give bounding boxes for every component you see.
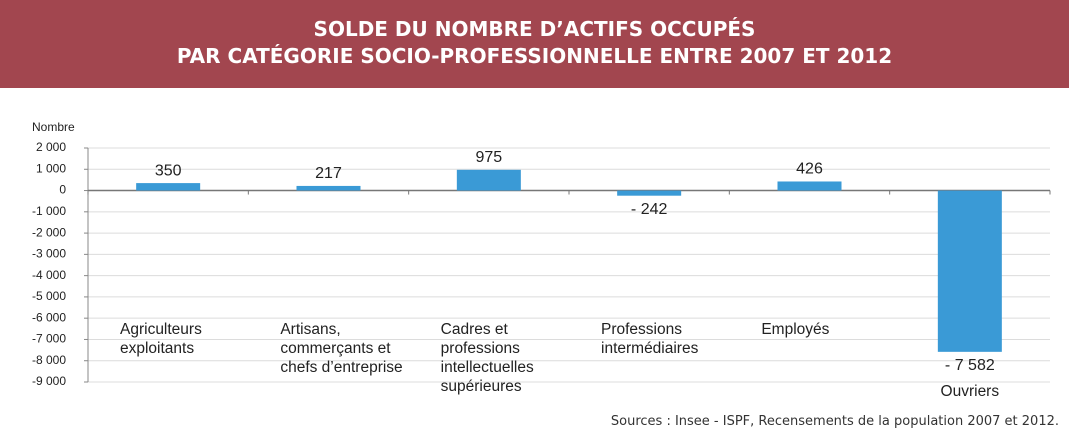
- value-label: - 7 582: [945, 357, 995, 374]
- value-label: 426: [796, 161, 823, 178]
- value-label: 350: [155, 162, 182, 179]
- x-tick-label: Ouvriers: [940, 382, 1000, 400]
- bar: [937, 190, 1002, 352]
- y-axis-label: Nombre: [32, 120, 75, 134]
- chart-title: SOLDE DU NOMBRE D’ACTIFS OCCUPÉS: [313, 17, 756, 41]
- value-label: 217: [315, 165, 342, 182]
- x-tick-label: Artisans, commerçants et chefs d’entrepr…: [280, 321, 403, 376]
- y-tick-label: -5 000: [32, 289, 66, 303]
- y-tick-label: -9 000: [32, 374, 66, 388]
- bar: [456, 169, 521, 191]
- bar: [136, 183, 201, 191]
- y-tick-label: -2 000: [32, 225, 66, 239]
- x-tick-label: Cadres et professions intellectuelles su…: [440, 321, 534, 395]
- title-banner: SOLDE DU NOMBRE D’ACTIFS OCCUPÉS PAR CAT…: [0, 0, 1069, 88]
- y-tick-label: 1 000: [36, 161, 66, 175]
- y-tick-label: -7 000: [32, 332, 66, 346]
- x-tick-label: Employés: [761, 321, 830, 338]
- value-label: 975: [475, 149, 502, 166]
- value-label: - 242: [631, 201, 668, 218]
- bar: [296, 185, 361, 191]
- y-tick-label: -8 000: [32, 353, 66, 367]
- y-tick-label: -1 000: [32, 204, 66, 218]
- y-tick-label: 0: [59, 183, 66, 197]
- x-tick-label: Professions intermédiaires: [601, 321, 699, 357]
- source: Sources : Insee - ISPF, Recensements de …: [610, 414, 1059, 429]
- y-tick-label: -4 000: [32, 268, 66, 282]
- y-tick-label: -6 000: [32, 310, 66, 324]
- y-tick-label: 2 000: [36, 140, 66, 154]
- x-tick-label: Agriculteurs exploitants: [120, 321, 202, 357]
- chart-subtitle: PAR CATÉGORIE SOCIO-PROFESSIONNELLE ENTR…: [176, 44, 893, 68]
- y-tick-label: -3 000: [32, 247, 66, 261]
- bar: [617, 190, 682, 196]
- bar: [777, 181, 842, 191]
